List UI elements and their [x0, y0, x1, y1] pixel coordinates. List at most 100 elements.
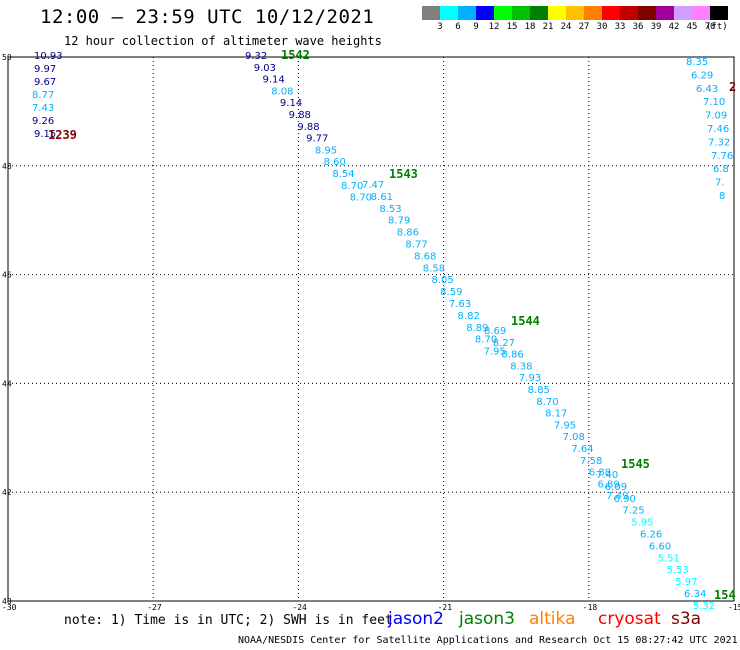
- swh-value-label: 7.10: [703, 97, 725, 108]
- colorbar-swatch: [440, 6, 458, 20]
- swh-value-label: 8.54: [332, 169, 354, 180]
- swh-value-label: 9.32: [245, 51, 267, 62]
- lon-tick-label: -24: [292, 603, 307, 610]
- altimeter-map: 50 48 46 44 42 40-30 -27 -24 -21 -18 -15 10.93 9.97 9…: [2, 48, 740, 610]
- swh-value-label: 8.85: [528, 385, 550, 396]
- swh-value-label: 8.79: [388, 216, 410, 227]
- swh-value-label: 6.60: [649, 541, 671, 552]
- swh-value-label: 8.35: [686, 57, 708, 68]
- swh-value-label: 8.61: [371, 192, 393, 203]
- page-title: 12:00 – 23:59 UTC 10/12/2021: [40, 6, 375, 28]
- colorbar-tick-label: 9: [473, 22, 479, 32]
- swh-value-label: 9.97: [34, 64, 56, 75]
- swh-value-label: 5.51: [658, 553, 680, 564]
- swh-value-label: 9.26: [32, 116, 54, 127]
- colorbar-swatch: [458, 6, 476, 20]
- swh-value-label: 8.77: [405, 240, 427, 251]
- legend-item-jason2: jason2: [388, 609, 444, 629]
- swh-value-label: 9.15: [34, 129, 56, 140]
- swh-value-label: 8.86: [397, 228, 419, 239]
- swh-value-label: 6.90: [614, 494, 636, 505]
- lat-tick-label: 40: [2, 597, 12, 606]
- swh-value-label: 7.32: [708, 137, 730, 148]
- colorbar-tick-label: 6: [455, 22, 461, 32]
- credit-line: NOAA/NESDIS Center for Satellite Applica…: [238, 635, 738, 646]
- swh-value-label: 8.08: [271, 86, 293, 97]
- lon-tick-label: -30: [2, 603, 17, 610]
- colorbar-tick-label: 21: [542, 22, 554, 32]
- swh-value-label: 8.69: [484, 326, 506, 337]
- legend-item-s3a: s3a: [671, 609, 702, 629]
- colorbar-swatch: [710, 6, 728, 20]
- swh-value-label: 6.43: [696, 84, 718, 95]
- colorbar-tick-label: 30: [596, 22, 608, 32]
- swh-value-label: 9.03: [254, 63, 276, 74]
- track-id-label: 1542: [281, 48, 310, 62]
- swh-value-label: 8.77: [32, 90, 54, 101]
- swh-value-label: 6.88: [589, 468, 611, 479]
- track-id-label: 1239: [48, 128, 77, 142]
- legend-item-jason3: jason3: [459, 609, 515, 629]
- colorbar-swatch: [512, 6, 530, 20]
- swh-value-label: 8.17: [545, 409, 567, 420]
- colorbar-tick-label: 42: [668, 22, 680, 32]
- swh-value-label: 8.58: [423, 263, 445, 274]
- swh-value-label: 7.: [715, 178, 725, 189]
- swh-value-label: 8.68: [414, 251, 436, 262]
- lon-tick-label: -18: [583, 603, 598, 610]
- swh-value-label: 8.70: [536, 397, 558, 408]
- colorbar-tick-label: 33: [614, 22, 626, 32]
- colorbar-swatch: [548, 6, 566, 20]
- swh-value-label: 8.70: [341, 181, 363, 192]
- swh-value-label: 8.89: [466, 323, 488, 334]
- swh-value-label: 7.93: [519, 373, 541, 384]
- swh-value-label: 7.46: [707, 124, 729, 135]
- swh-value-label: 8.70: [350, 193, 372, 204]
- swh-value-label: 8.82: [458, 311, 480, 322]
- swh-value-label: 7.25: [622, 506, 644, 517]
- colorbar-swatch: [602, 6, 620, 20]
- colorbar-tick-label: 39: [650, 22, 662, 32]
- colorbar-swatch: [692, 6, 710, 20]
- colorbar-swatch: [422, 6, 440, 20]
- swh-value-label: 6.89: [598, 479, 620, 490]
- colorbar-unit: (ft): [706, 22, 728, 32]
- colorbar-tick-label: 45: [686, 22, 698, 32]
- swh-value-label: 5.32: [693, 601, 715, 610]
- swh-value-label: 9.77: [306, 134, 328, 145]
- swh-value-label: 8.95: [315, 145, 337, 156]
- swh-value-label: 8.60: [324, 157, 346, 168]
- swh-value-label: 8.05: [431, 275, 453, 286]
- colorbar-tick-label: 24: [560, 22, 572, 32]
- lat-tick-label: 42: [2, 488, 12, 497]
- track-id-label: 1543: [389, 167, 418, 181]
- footnote: note: 1) Time is in UTC; 2) SWH is in fe…: [64, 613, 393, 628]
- swh-value-label: 6.29: [691, 70, 713, 81]
- swh-value-label: 9.14: [262, 75, 284, 86]
- colorbar-tick-label: 15: [506, 22, 518, 32]
- swh-value-label: 6.8: [713, 164, 729, 175]
- colorbar-tick-label: 36: [632, 22, 644, 32]
- legend-item-altika: altika: [529, 609, 576, 629]
- colorbar-tick-label: 27: [578, 22, 590, 32]
- swh-value-label: 8.86: [501, 350, 523, 361]
- swh-value-label: 8.70: [475, 335, 497, 346]
- swh-value-label: 9.14: [280, 98, 302, 109]
- lat-tick-label: 46: [2, 271, 12, 280]
- swh-value-label: 7.63: [449, 299, 471, 310]
- swh-value-label: 7.08: [563, 432, 585, 443]
- swh-value-label: 5.53: [666, 565, 688, 576]
- swh-value-label: 7.64: [571, 444, 593, 455]
- lon-tick-label: -21: [438, 603, 453, 610]
- swh-value-label: 6.34: [684, 589, 706, 600]
- swh-value-label: 9.88: [297, 122, 319, 133]
- swh-value-label: 7.95: [554, 420, 576, 431]
- lon-tick-label: -27: [147, 603, 162, 610]
- swh-value-label: 9.88: [289, 110, 311, 121]
- colorbar-tick-label: 12: [488, 22, 500, 32]
- swh-value-label: 8.53: [379, 204, 401, 215]
- swh-value-label: 7.76: [711, 151, 733, 162]
- swh-value-label: 7.95: [484, 347, 506, 358]
- swh-value-label: 5.95: [631, 518, 653, 529]
- colorbar-swatch: [530, 6, 548, 20]
